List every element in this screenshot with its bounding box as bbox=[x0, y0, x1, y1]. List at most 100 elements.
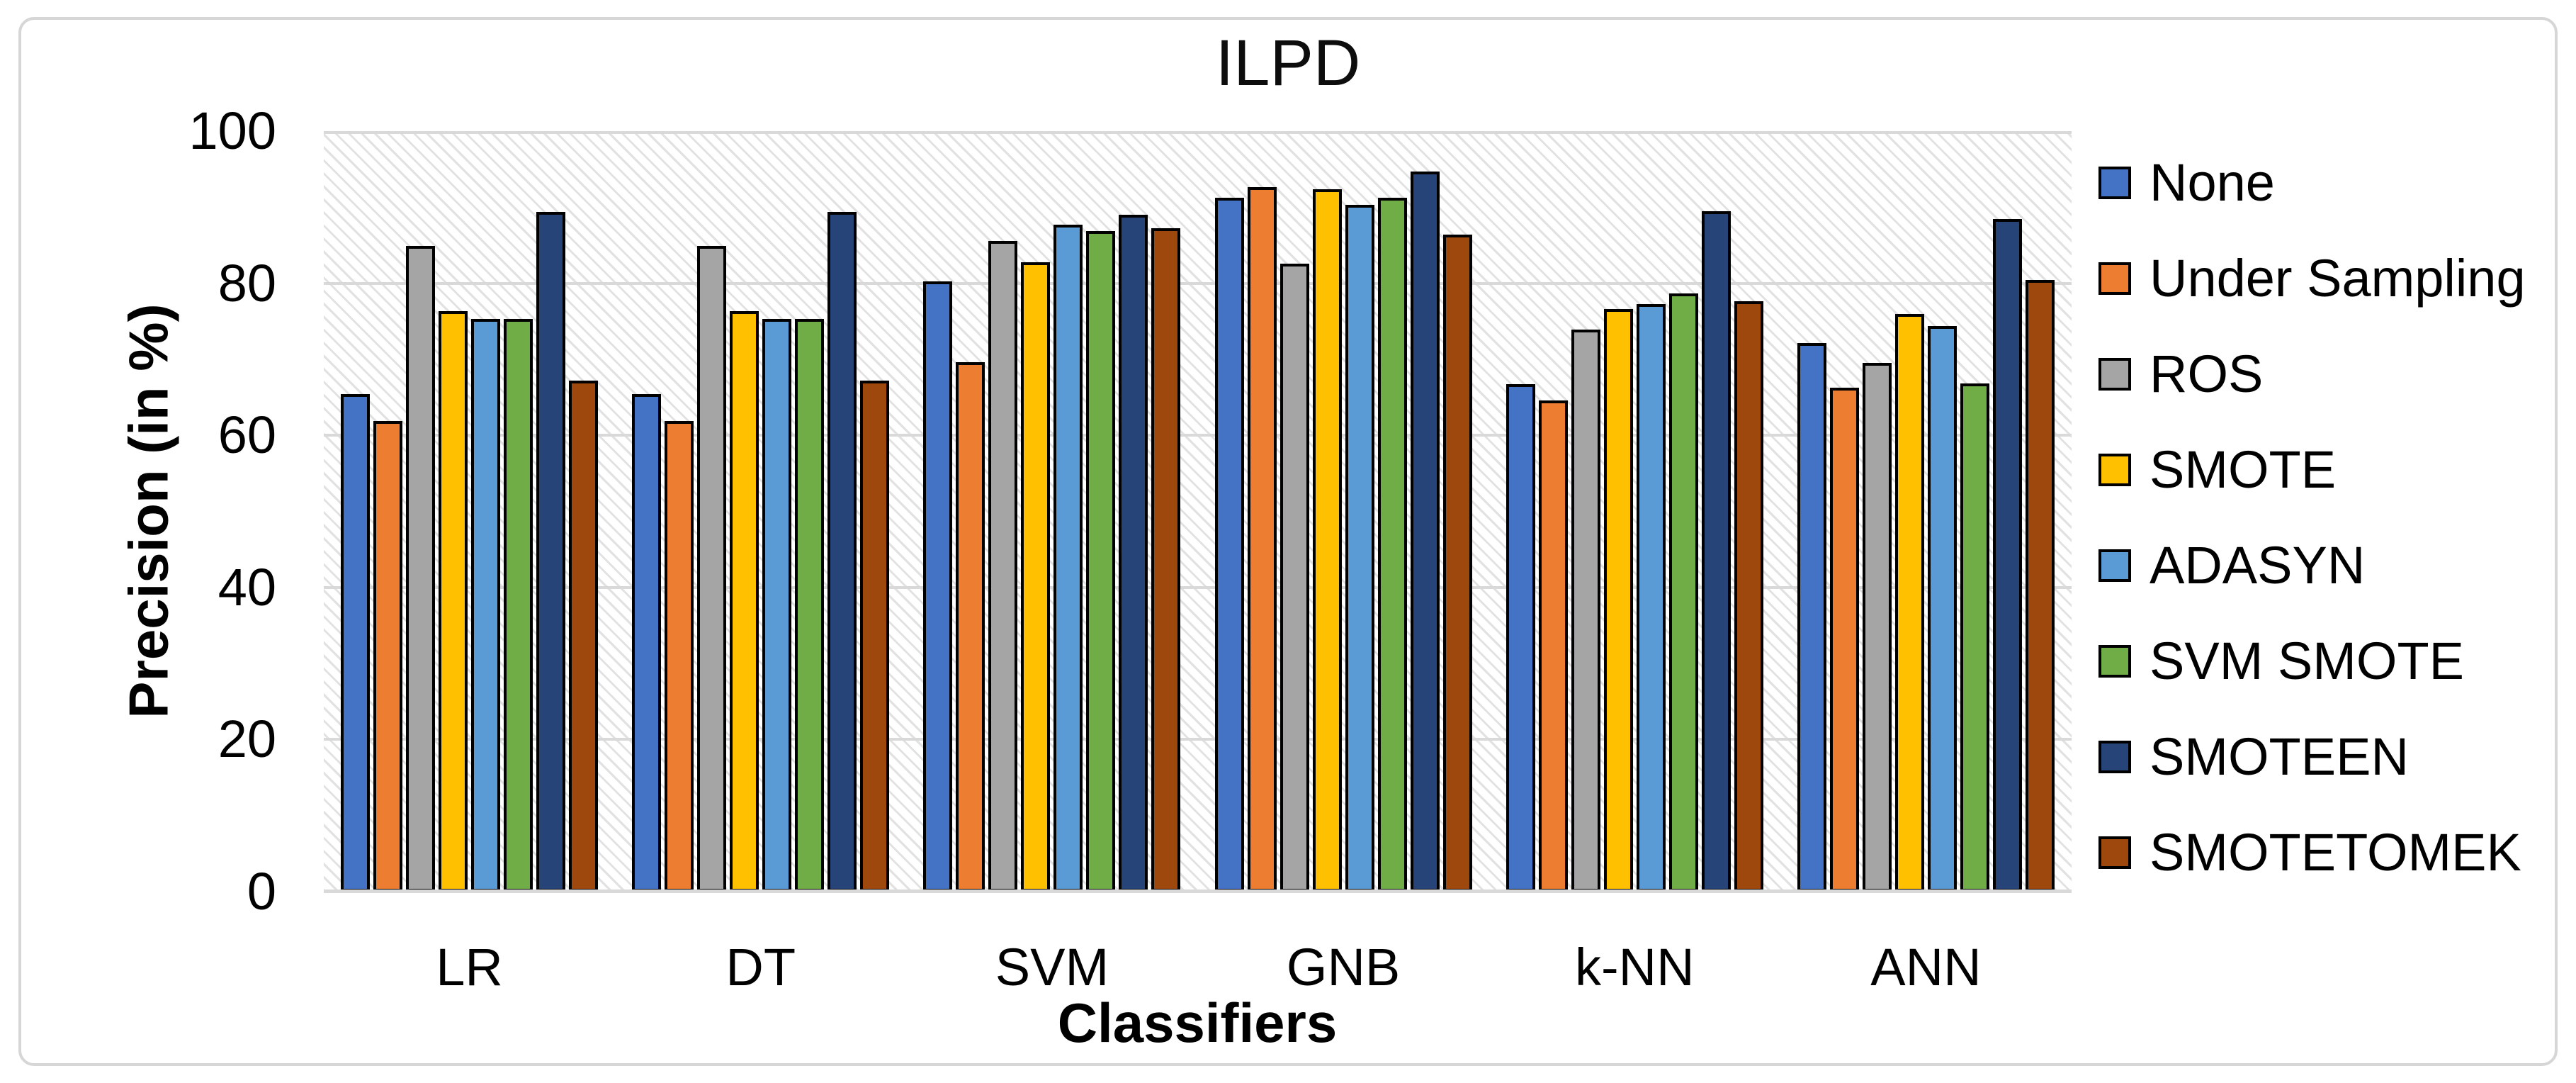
y-tick-label: 60 bbox=[218, 405, 276, 465]
bar bbox=[1506, 384, 1535, 892]
category-group-k-NN bbox=[1489, 131, 1780, 892]
bar bbox=[697, 246, 727, 892]
legend-swatch bbox=[2098, 357, 2131, 391]
bar bbox=[569, 381, 599, 892]
legend-swatch bbox=[2098, 549, 2131, 582]
y-tick-label: 40 bbox=[218, 557, 276, 617]
bar bbox=[1992, 219, 2022, 892]
bar bbox=[827, 212, 857, 892]
bar bbox=[536, 212, 566, 892]
x-axis-title: Classifiers bbox=[1057, 992, 1338, 1054]
bar bbox=[1668, 293, 1698, 892]
y-tick-label: 20 bbox=[218, 709, 276, 769]
legend-label: None bbox=[2150, 153, 2275, 212]
bar bbox=[923, 281, 953, 892]
legend-item: None bbox=[2098, 135, 2526, 230]
bar bbox=[1247, 187, 1277, 892]
bar bbox=[1410, 172, 1440, 892]
bar bbox=[341, 394, 371, 892]
legend-swatch bbox=[2098, 262, 2131, 295]
gridline bbox=[324, 585, 2072, 589]
legend-label: SVM SMOTE bbox=[2150, 632, 2465, 690]
bar bbox=[762, 319, 792, 892]
legend-item: ADASYN bbox=[2098, 517, 2526, 613]
legend-label: ADASYN bbox=[2150, 536, 2366, 595]
legend-label: Under Sampling bbox=[2150, 249, 2526, 308]
bar bbox=[2025, 280, 2055, 892]
category-group-GNB bbox=[1198, 131, 1489, 892]
legend-item: SMOTETOMEK bbox=[2098, 804, 2526, 900]
legend-item: SMOTE bbox=[2098, 422, 2526, 517]
legend-label: SMOTE bbox=[2150, 440, 2337, 499]
y-tick-label: 100 bbox=[188, 101, 276, 160]
bar bbox=[795, 319, 825, 892]
bar bbox=[988, 241, 1018, 892]
legend-swatch bbox=[2098, 740, 2131, 773]
bar bbox=[1151, 228, 1181, 892]
legend-swatch bbox=[2098, 453, 2131, 486]
bar bbox=[373, 421, 403, 892]
gridline bbox=[324, 281, 2072, 285]
bar bbox=[1214, 198, 1244, 892]
bar bbox=[1312, 189, 1342, 892]
y-tick-label: 80 bbox=[218, 253, 276, 313]
bar bbox=[1636, 304, 1666, 892]
bar bbox=[665, 421, 694, 892]
bar bbox=[1701, 211, 1731, 892]
legend-label: ROS bbox=[2150, 344, 2264, 403]
y-axis-title: Precision (in %) bbox=[117, 303, 180, 719]
bar bbox=[632, 394, 662, 892]
category-group-SVM bbox=[906, 131, 1197, 892]
bar bbox=[471, 319, 501, 892]
x-category-label: k-NN bbox=[1574, 938, 1695, 997]
bar bbox=[730, 311, 759, 892]
bar bbox=[1960, 383, 1989, 892]
bar bbox=[1119, 215, 1148, 892]
bar bbox=[1279, 264, 1309, 892]
bar bbox=[1927, 326, 1957, 892]
bar bbox=[1894, 314, 1924, 892]
x-category-label: ANN bbox=[1870, 938, 1982, 997]
bar bbox=[1086, 231, 1116, 892]
chart-title: ILPD bbox=[1215, 27, 1361, 99]
category-group-DT bbox=[615, 131, 906, 892]
bar bbox=[1829, 388, 1859, 892]
bar bbox=[1442, 235, 1472, 892]
x-category-label: LR bbox=[436, 938, 503, 997]
legend-item: SVM SMOTE bbox=[2098, 613, 2526, 709]
category-group-LR bbox=[324, 131, 615, 892]
bar bbox=[406, 246, 436, 892]
legend-item: SMOTEEN bbox=[2098, 709, 2526, 804]
category-group-ANN bbox=[1780, 131, 2072, 892]
x-category-label: GNB bbox=[1286, 938, 1401, 997]
x-category-label: DT bbox=[725, 938, 796, 997]
bar bbox=[1377, 198, 1407, 892]
bar bbox=[956, 362, 985, 892]
bar bbox=[1021, 262, 1051, 892]
x-axis-line bbox=[324, 890, 2072, 893]
legend-swatch bbox=[2098, 166, 2131, 199]
gridline bbox=[324, 434, 2072, 437]
y-tick-label: 0 bbox=[247, 862, 276, 921]
bar bbox=[1603, 309, 1633, 892]
bar bbox=[1538, 400, 1568, 892]
bar bbox=[1053, 225, 1083, 892]
plot-area bbox=[324, 131, 2072, 893]
legend-item: Under Sampling bbox=[2098, 230, 2526, 326]
legend-label: SMOTETOMEK bbox=[2150, 823, 2521, 882]
legend-swatch bbox=[2098, 644, 2131, 678]
bar bbox=[1862, 363, 1892, 892]
bar bbox=[1571, 330, 1600, 892]
bar bbox=[1345, 205, 1374, 892]
legend-item: ROS bbox=[2098, 326, 2526, 422]
bar-groups-layer bbox=[324, 131, 2072, 892]
gridline bbox=[324, 131, 2072, 134]
bar bbox=[1734, 301, 1763, 892]
bar bbox=[1797, 343, 1826, 892]
legend-swatch bbox=[2098, 836, 2131, 869]
legend: None Under Sampling ROS SMOTE ADASYN SVM SMOT… bbox=[2098, 135, 2526, 900]
bar bbox=[860, 381, 890, 892]
legend-label: SMOTEEN bbox=[2150, 727, 2409, 786]
x-category-label: SVM bbox=[995, 938, 1109, 997]
bar bbox=[439, 311, 468, 892]
